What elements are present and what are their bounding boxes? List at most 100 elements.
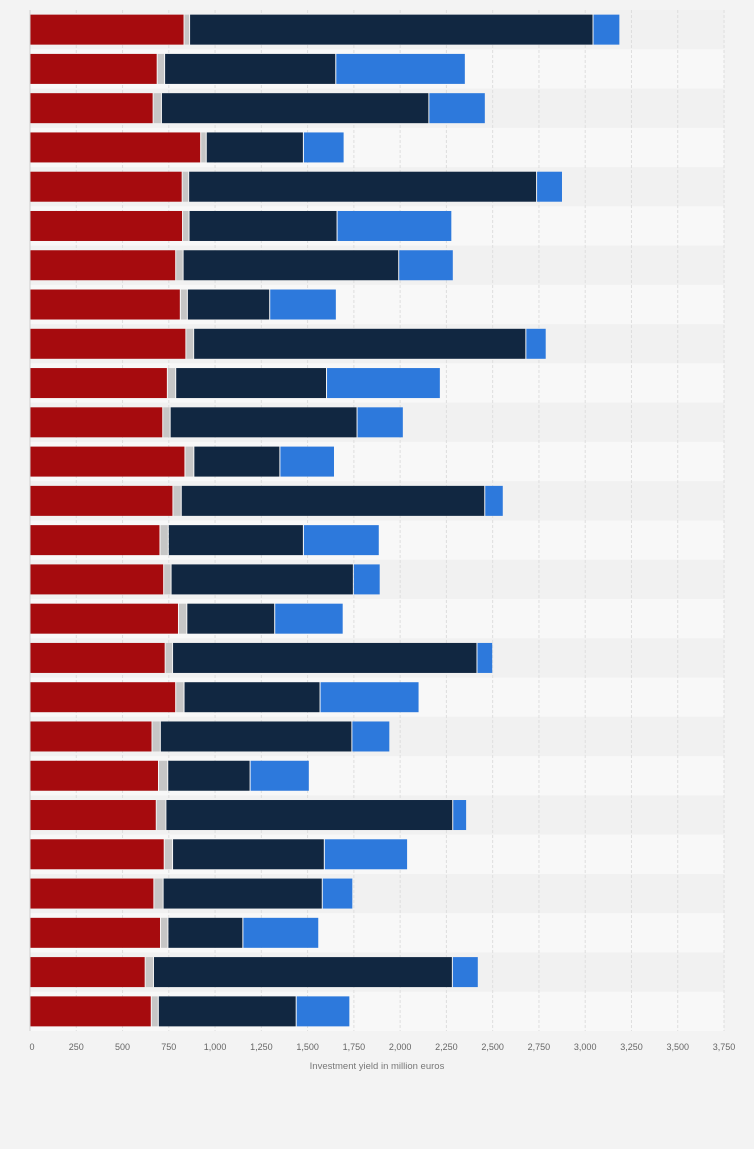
bar-segment [165,53,336,84]
bar-segment [30,14,184,45]
bar-segment [452,957,478,988]
bar-segment [30,446,185,477]
bar-segment [30,603,178,634]
bar-segment [270,289,336,320]
bar-segment [163,878,322,909]
bar-segment [30,800,156,831]
bar-segment [206,132,303,163]
bar-segment [186,328,194,359]
bar-segment [173,839,324,870]
bar-segment [30,642,165,673]
bar-segment [336,53,465,84]
bar-segment [352,721,390,752]
bar-segment [30,368,167,399]
bar-segment [178,603,187,634]
bar-segment [30,250,176,281]
bar-segment [185,446,194,477]
bar-segment [30,485,173,516]
x-tick-labels: 0 250 500 750 1,000 1,250 1,500 1,750 2,000 2,250… [29,1042,735,1052]
x-tick-label: 2,500 [481,1042,504,1052]
bar-segment [164,564,171,595]
bar-segment [176,682,184,713]
bar-segment [30,839,164,870]
bar-segment [154,878,163,909]
bar-segment [166,800,453,831]
bar-segment [30,760,158,791]
x-tick-label: 3,250 [620,1042,643,1052]
bar-segment [30,721,152,752]
bar-segment [30,564,164,595]
bar-segment [353,564,380,595]
bar-segment [593,14,620,45]
bar-segment [357,407,403,438]
bar-segment [156,800,166,831]
bar-segment [184,682,320,713]
bar-segment [170,407,357,438]
bar-segment [537,171,562,202]
bar-segment [187,289,270,320]
bar-segment [453,800,467,831]
x-tick-label: 3,750 [713,1042,736,1052]
row-bands [30,10,724,1031]
bar-segment [176,368,327,399]
bar-segment [303,132,344,163]
bar-segment [153,957,452,988]
bar-segment [163,407,170,438]
bar-segment [161,917,168,948]
x-tick-label: 3,000 [574,1042,597,1052]
bar-segment [30,132,201,163]
bar-segment [296,996,350,1027]
bar-segment [189,210,337,241]
bar-segment [327,368,440,399]
bar-segment [320,682,419,713]
bar-segment [30,53,157,84]
bar-segment [168,760,250,791]
bar-segment [164,839,173,870]
bar-segment [182,171,189,202]
bar-segment [176,250,183,281]
bar-segment [168,525,303,556]
bar-segment [190,14,593,45]
bar-segment [30,878,154,909]
bar-segment [324,839,408,870]
bar-segment [183,210,189,241]
bar-segment [160,721,352,752]
bar-segment [201,132,206,163]
bar-segment [337,210,452,241]
x-tick-label: 500 [115,1042,130,1052]
bar-segment [152,721,160,752]
x-tick-label: 1,000 [204,1042,227,1052]
bar-segment [161,93,429,124]
bar-segment [194,328,526,359]
bar-segment [30,957,145,988]
bar-segment [30,996,151,1027]
x-tick-label: 2,750 [528,1042,551,1052]
bar-segment [158,760,168,791]
x-tick-label: 1,750 [343,1042,366,1052]
bar-segment [189,171,537,202]
bar-segment [30,93,153,124]
bar-segment [30,407,163,438]
bar-segment [180,289,187,320]
x-tick-label: 0 [29,1042,34,1052]
bar-segment [485,485,503,516]
bar-segment [30,682,176,713]
bar-segment [158,996,296,1027]
bar-segment [30,525,160,556]
bar-segment [184,14,190,45]
bar-segment [399,250,453,281]
bar-segment [322,878,353,909]
bars [30,14,620,1027]
bar-segment [183,250,399,281]
x-tick-label: 250 [69,1042,84,1052]
bar-segment [30,171,182,202]
bar-segment [145,957,153,988]
bar-segment [168,917,243,948]
bar-segment [477,642,493,673]
x-tick-label: 2,250 [435,1042,458,1052]
x-tick-label: 2,000 [389,1042,412,1052]
x-tick-label: 1,250 [250,1042,273,1052]
bar-segment [243,917,319,948]
bar-segment [167,368,176,399]
